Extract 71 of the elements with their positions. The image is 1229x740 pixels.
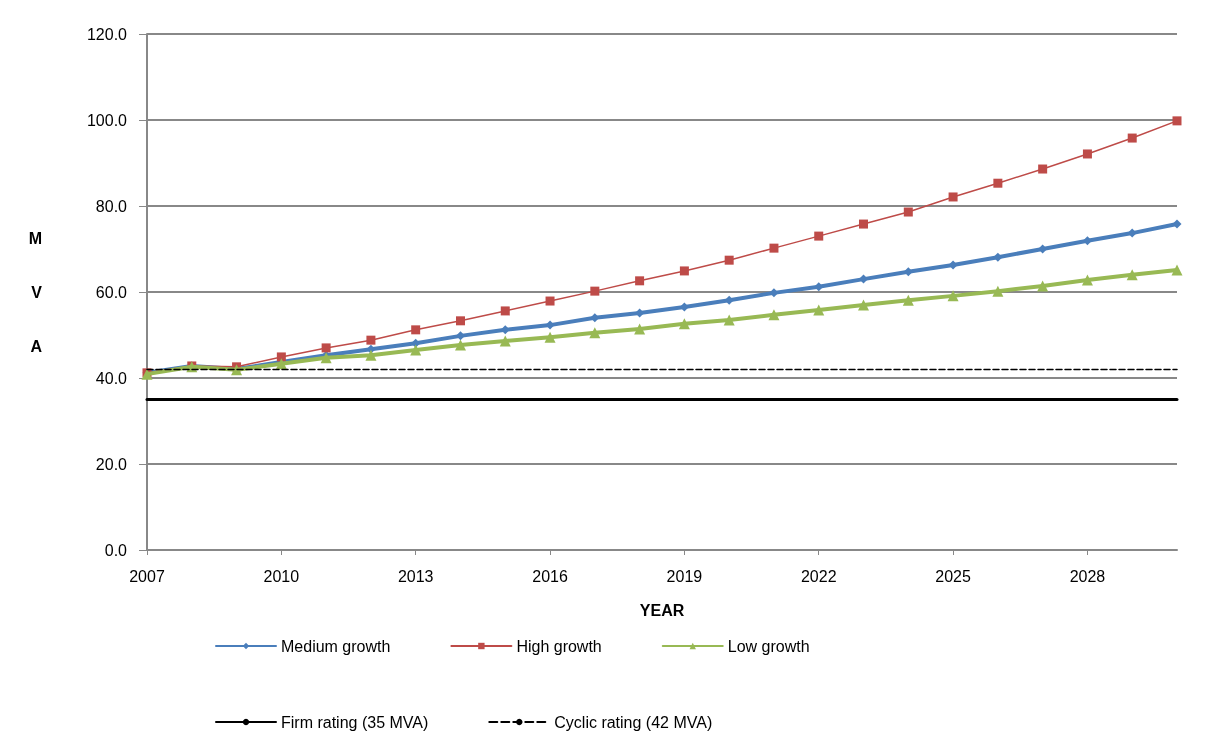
point	[903, 207, 913, 217]
point	[321, 343, 331, 353]
point	[723, 314, 735, 326]
y-tick-label: 20.0	[95, 455, 128, 473]
point	[679, 266, 689, 276]
point	[366, 335, 376, 345]
point	[634, 323, 646, 335]
x-tick-label: 2028	[1069, 567, 1106, 585]
point	[500, 306, 510, 316]
point	[455, 316, 465, 326]
point	[769, 243, 779, 253]
point	[454, 339, 466, 351]
x-tick-label: 2019	[666, 567, 703, 585]
point	[635, 276, 645, 286]
point	[1171, 264, 1183, 276]
legend-label: High growth	[516, 637, 602, 655]
x-tick-label: 2016	[532, 567, 568, 585]
point	[410, 344, 422, 356]
point	[1037, 280, 1049, 292]
point	[1127, 228, 1137, 238]
x-tick-label: 2013	[397, 567, 434, 585]
point	[993, 178, 1003, 188]
point	[1172, 116, 1182, 126]
x-axis-title: YEAR	[639, 601, 685, 619]
y-tick-label: 40.0	[95, 369, 128, 387]
point	[276, 352, 286, 362]
text: MVA	[28, 229, 42, 355]
x-tick-label: 2025	[935, 567, 971, 585]
point	[947, 290, 959, 302]
point	[365, 349, 377, 361]
point	[859, 219, 869, 229]
legend-label: Medium growth	[281, 637, 391, 655]
point	[1081, 274, 1093, 286]
point	[320, 352, 332, 364]
point	[948, 260, 958, 270]
point	[724, 255, 734, 265]
y-tick-label: 120.0	[86, 25, 128, 43]
legend-label: Cyclic rating (42 MVA)	[554, 713, 713, 731]
point	[589, 327, 601, 339]
legend-label: Firm rating (35 MVA)	[281, 713, 429, 731]
point	[678, 318, 690, 330]
point	[411, 325, 421, 335]
point	[545, 320, 555, 330]
point	[948, 192, 958, 202]
x-tick-label: 2007	[129, 567, 165, 585]
y-tick-label: 0.0	[104, 541, 128, 559]
point	[1038, 164, 1048, 174]
y-tick-label: 80.0	[95, 197, 128, 215]
y-tick-label: 100.0	[86, 111, 128, 129]
point	[858, 299, 870, 311]
point	[411, 338, 421, 348]
point	[903, 267, 913, 277]
legend-label: Low growth	[727, 637, 810, 655]
point	[1082, 149, 1092, 159]
point	[544, 331, 556, 343]
y-tick-label: 60.0	[95, 283, 128, 301]
point	[813, 304, 825, 316]
x-tick-label: 2022	[800, 567, 837, 585]
point	[992, 285, 1004, 297]
point	[768, 309, 780, 321]
x-tick-label: 2010	[263, 567, 300, 585]
point	[1172, 219, 1182, 229]
point	[590, 286, 600, 296]
point	[545, 296, 555, 306]
point	[499, 335, 511, 347]
point	[1127, 133, 1137, 143]
point	[993, 252, 1003, 262]
point	[814, 231, 824, 241]
point	[902, 294, 914, 306]
point	[500, 325, 510, 335]
point	[1126, 269, 1138, 281]
